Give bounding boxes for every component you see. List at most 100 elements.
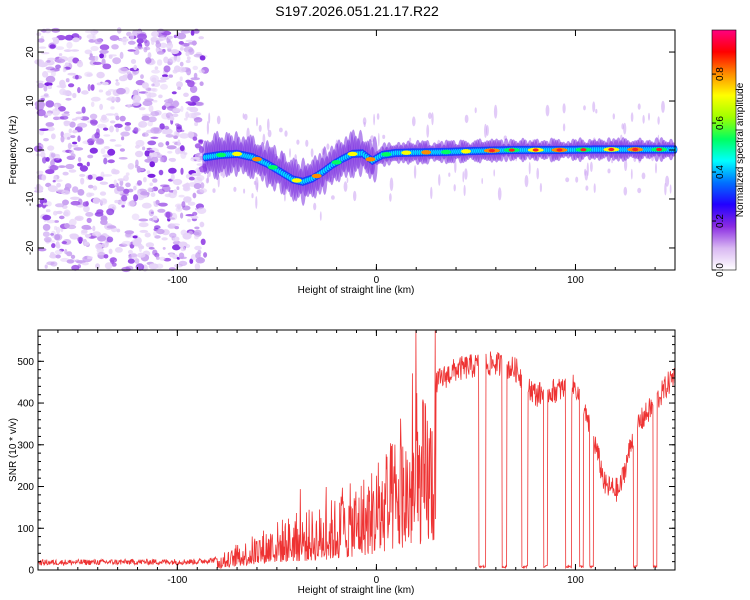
spectrogram-streak (630, 112, 634, 123)
spectrogram-noise-blob (171, 91, 177, 95)
spectrogram-noise-blob (65, 78, 70, 83)
spectrogram-noise-blob (103, 157, 108, 165)
spectrogram-noise-blob (120, 67, 128, 72)
spectrogram-noise-blob (70, 200, 81, 206)
spectrogram-noise-blob (186, 68, 192, 76)
spectrogram-noise-blob (183, 196, 192, 203)
spectrogram-noise-blob (151, 39, 155, 46)
snr-y-tick-label: 400 (17, 399, 34, 410)
spectrogram-noise-blob (152, 215, 158, 221)
spectrogram-noise-blob (99, 181, 109, 185)
spectrogram-noise-blob (144, 98, 154, 102)
spectrogram-noise-blob (199, 81, 204, 86)
spectrogram-noise-blob (84, 256, 88, 260)
spectrogram-noise-blob (150, 127, 160, 134)
spectrogram-noise-blob (115, 127, 119, 133)
spectrogram-noise-blob (124, 230, 135, 235)
colorbar-ticks: 0.0 0.2 0.4 0.6 0.8 (712, 67, 726, 277)
snr-y-tick-label: 300 (17, 440, 34, 451)
spectrogram-noise-blob (79, 165, 88, 172)
spectrogram-streak (623, 186, 628, 196)
spectrogram-noise-blob (179, 133, 190, 139)
spectrogram-streak (655, 162, 657, 174)
spectrogram-y-tick-label: 20 (25, 46, 36, 58)
spectrogram-noise-blob (184, 244, 191, 248)
spectrogram-noise-blob (151, 69, 161, 74)
spectrogram-noise-blob (45, 100, 55, 108)
spectrogram-noise-blob (51, 108, 61, 116)
spectrogram-noise-blob (99, 53, 104, 59)
spectrogram-noise-blob (172, 100, 179, 108)
spectrogram-noise-blob (64, 183, 72, 190)
spectrogram-noise-blob (177, 139, 181, 147)
spectrogram-streak (584, 168, 587, 176)
spectrogram-noise-blob (199, 221, 205, 228)
spectrogram-noise-blob (112, 57, 121, 65)
spectrogram-noise-blob (150, 111, 160, 117)
spectrogram-noise-blob (177, 86, 182, 91)
spectrogram-noise-blob (38, 247, 47, 252)
spectrogram-streak (665, 175, 670, 187)
colorbar-tick-label: 0.2 (715, 214, 726, 228)
spectrogram-peak (608, 147, 615, 152)
spectrogram-noise-blob (87, 84, 91, 92)
figure-title: S197.2026.051.21.17.R22 (275, 3, 439, 19)
spectrogram-noise-blob (152, 152, 158, 157)
spectrogram-noise-blob (187, 131, 195, 139)
spectrogram-peak (508, 148, 515, 152)
spectrogram-noise-blob (137, 252, 146, 258)
spectrogram-noise-blob (59, 88, 67, 96)
spectrogram-noise-blob (194, 226, 200, 230)
spectrogram-noise-blob (159, 256, 166, 261)
spectrogram-noise-blob (176, 81, 183, 88)
spectrogram-noise-blob (178, 41, 184, 45)
spectrogram-hotspot (441, 149, 452, 155)
spectrogram-streak (448, 172, 451, 177)
spectrogram-noise-blob (180, 105, 184, 112)
spectrogram-noise-blob (196, 163, 203, 166)
spectrogram-noise-blob (185, 39, 194, 43)
spectrogram-noise-blob (138, 222, 149, 228)
spectrogram-streak (595, 108, 598, 114)
spectrogram-noise-blob (172, 178, 183, 186)
spectrogram-noise-blob (99, 198, 108, 205)
spectrogram-noise-blob (39, 128, 49, 131)
spectrogram-streak (586, 162, 589, 177)
spectrogram-streak (524, 175, 529, 188)
spectrogram-noise-blob (96, 71, 105, 79)
spectrogram-streak (409, 137, 412, 142)
spectrogram-noise-blob (35, 185, 44, 193)
spectrogram-streak (637, 103, 641, 110)
spectrogram-noise-blob (72, 144, 79, 148)
spectrogram-noise-blob (102, 174, 113, 177)
spectrogram-noise-blob (176, 55, 181, 63)
spectrogram-noise-blob (127, 249, 133, 255)
spectrogram-noise-blob (148, 105, 154, 113)
spectrogram-noise-blob (147, 187, 153, 193)
spectrogram-noise-blob (53, 210, 58, 216)
spectrogram-noise-blob (38, 62, 48, 68)
spectrogram-streak (528, 162, 531, 175)
spectrogram-noise-blob (90, 84, 95, 91)
spectrogram-noise-blob (134, 258, 140, 264)
spectrogram-noise-blob (194, 143, 201, 149)
spectrogram-noise-blob (144, 158, 153, 163)
spectrogram-streak (641, 172, 646, 180)
spectrogram-streak (289, 148, 291, 158)
spectrogram-noise-blob (161, 105, 167, 110)
spectrogram-noise-blob (81, 90, 89, 95)
spectrogram-noise-blob (99, 191, 107, 196)
spectrogram-streak (382, 134, 386, 139)
spectrogram-hotspot (461, 149, 471, 154)
spectrogram-noise-blob (99, 44, 110, 51)
spectrogram-noise-blob (157, 79, 167, 83)
spectrogram-noise-blob (187, 218, 191, 223)
spectrogram-noise-blob (157, 142, 164, 148)
spectrogram-noise-blob (143, 177, 147, 183)
spectrogram-noise-blob (81, 106, 86, 114)
spectrogram-noise-blob (133, 194, 139, 202)
spectrogram-noise-blob (142, 146, 146, 151)
spectrogram-noise-blob (97, 235, 107, 242)
colorbar-tick-label: 0.0 (715, 263, 726, 277)
spectrogram-noise-blob (122, 39, 127, 46)
